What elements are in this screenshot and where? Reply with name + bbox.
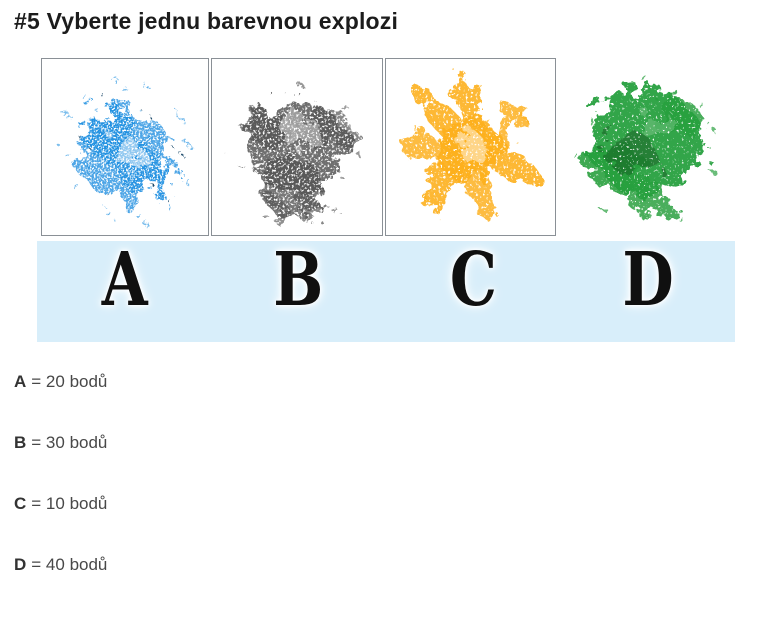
option-c-image-tile[interactable] [385, 58, 556, 236]
blue-powder-explosion-image [61, 80, 191, 218]
score-line-c: C = 10 bodů [14, 495, 107, 512]
gray-powder-explosion-image [235, 84, 363, 223]
score-value-a: = 20 bodů [31, 372, 108, 391]
score-value-c: = 10 bodů [31, 494, 108, 513]
option-b-letter-cell: B [212, 241, 387, 342]
option-a-letter-cell: A [37, 241, 212, 342]
question-title: #5 Vyberte jednu barevnou explozi [14, 8, 399, 34]
score-letter-a: A [14, 372, 27, 391]
yellow-powder-explosion-image [398, 79, 539, 221]
gray-powder-cloud [235, 84, 363, 223]
option-c-letter: C [449, 236, 497, 323]
option-d-letter: D [622, 236, 674, 323]
options-image-row [41, 58, 735, 236]
green-powder-explosion-image [575, 75, 714, 219]
option-b-letter: B [273, 236, 324, 323]
option-b-image-tile[interactable] [211, 58, 383, 236]
option-c-letter-cell: C [386, 241, 561, 342]
answer-letter-band: A B C D [37, 241, 735, 342]
option-d-letter-cell: D [561, 241, 736, 342]
score-value-b: = 30 bodů [31, 433, 108, 452]
score-letter-d: D [14, 555, 27, 574]
score-line-a: A = 20 bodů [14, 373, 107, 390]
blue-powder-cloud [61, 80, 191, 218]
green-powder-cloud [575, 75, 714, 219]
score-line-d: D = 40 bodů [14, 556, 107, 573]
score-line-b: B = 30 bodů [14, 434, 107, 451]
option-d-image-tile[interactable] [558, 58, 735, 236]
score-value-d: = 40 bodů [31, 555, 108, 574]
yellow-powder-cloud [398, 79, 539, 221]
score-list: A = 20 bodů B = 30 bodů C = 10 bodů D = 40 b… [14, 373, 107, 617]
score-letter-c: C [14, 494, 27, 513]
dark-speckles [77, 92, 188, 200]
option-a-letter: A [101, 236, 148, 323]
score-letter-b: B [14, 433, 27, 452]
option-a-image-tile[interactable] [41, 58, 209, 236]
